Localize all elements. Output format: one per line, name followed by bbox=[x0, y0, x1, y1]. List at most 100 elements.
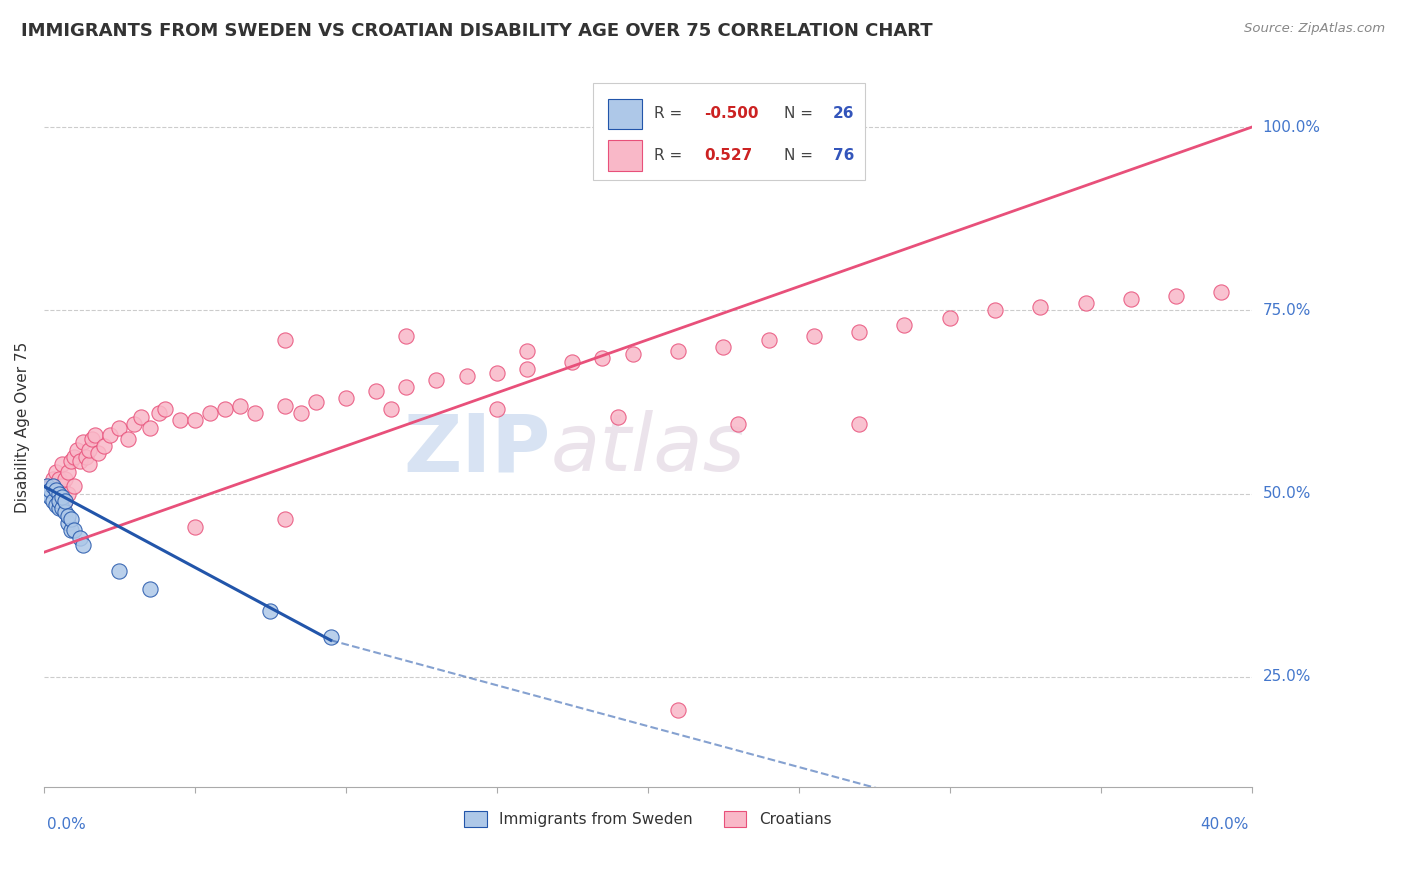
Point bbox=[138, 420, 160, 434]
Point bbox=[39, 483, 62, 497]
Point bbox=[848, 417, 870, 431]
Point bbox=[45, 486, 67, 500]
Point bbox=[148, 406, 170, 420]
Text: 25.0%: 25.0% bbox=[1263, 669, 1310, 684]
Y-axis label: Disability Age Over 75: Disability Age Over 75 bbox=[15, 342, 30, 513]
Text: -0.500: -0.500 bbox=[704, 106, 759, 121]
Point bbox=[758, 333, 780, 347]
Text: R =: R = bbox=[654, 148, 688, 163]
Point bbox=[1074, 296, 1097, 310]
Point bbox=[69, 453, 91, 467]
Point bbox=[60, 524, 83, 538]
Point bbox=[606, 409, 628, 424]
Text: IMMIGRANTS FROM SWEDEN VS CROATIAN DISABILITY AGE OVER 75 CORRELATION CHART: IMMIGRANTS FROM SWEDEN VS CROATIAN DISAB… bbox=[21, 22, 932, 40]
Point bbox=[39, 479, 62, 493]
Point bbox=[893, 318, 915, 332]
Point bbox=[319, 630, 342, 644]
Point bbox=[42, 494, 65, 508]
Point bbox=[45, 483, 67, 497]
Point bbox=[108, 420, 131, 434]
Bar bbox=[607, 99, 641, 128]
Point bbox=[456, 369, 478, 384]
Text: 100.0%: 100.0% bbox=[1263, 120, 1320, 135]
Legend: Immigrants from Sweden, Croatians: Immigrants from Sweden, Croatians bbox=[458, 805, 838, 833]
Text: 50.0%: 50.0% bbox=[1263, 486, 1310, 501]
Point bbox=[42, 479, 65, 493]
Point bbox=[108, 564, 131, 578]
Point bbox=[60, 512, 83, 526]
FancyBboxPatch shape bbox=[593, 83, 865, 180]
Point bbox=[1029, 300, 1052, 314]
Point bbox=[516, 343, 538, 358]
Point bbox=[53, 505, 76, 519]
Point bbox=[425, 373, 447, 387]
Point bbox=[485, 366, 508, 380]
Point bbox=[56, 486, 79, 500]
Point bbox=[51, 458, 73, 472]
Point bbox=[304, 395, 326, 409]
Point bbox=[184, 519, 207, 533]
Point bbox=[129, 409, 152, 424]
Point bbox=[117, 432, 139, 446]
Point bbox=[48, 494, 70, 508]
Point bbox=[63, 450, 86, 464]
Point bbox=[35, 486, 58, 500]
Point bbox=[803, 329, 825, 343]
Point bbox=[98, 428, 121, 442]
Point bbox=[335, 392, 357, 406]
Point bbox=[1119, 293, 1142, 307]
Point bbox=[51, 501, 73, 516]
Text: 0.0%: 0.0% bbox=[46, 817, 86, 832]
Text: 76: 76 bbox=[832, 148, 853, 163]
Point bbox=[87, 446, 110, 460]
Text: ZIP: ZIP bbox=[404, 410, 551, 488]
Point bbox=[93, 439, 115, 453]
Point bbox=[1211, 285, 1233, 299]
Text: atlas: atlas bbox=[551, 410, 745, 488]
Point bbox=[138, 582, 160, 596]
Point bbox=[516, 362, 538, 376]
Point bbox=[184, 413, 207, 427]
Point bbox=[45, 465, 67, 479]
Point bbox=[39, 491, 62, 505]
Point bbox=[48, 501, 70, 516]
Point bbox=[48, 472, 70, 486]
Point bbox=[72, 435, 94, 450]
Point bbox=[364, 384, 387, 398]
Point bbox=[395, 380, 418, 394]
Point bbox=[69, 531, 91, 545]
Point bbox=[245, 406, 267, 420]
Point bbox=[66, 442, 89, 457]
Point bbox=[214, 402, 236, 417]
Bar bbox=[607, 140, 641, 170]
Point bbox=[77, 458, 100, 472]
Point bbox=[380, 402, 402, 417]
Point bbox=[274, 333, 297, 347]
Point bbox=[63, 479, 86, 493]
Text: 75.0%: 75.0% bbox=[1263, 303, 1310, 318]
Point bbox=[84, 428, 107, 442]
Point bbox=[169, 413, 191, 427]
Point bbox=[53, 494, 76, 508]
Point bbox=[51, 479, 73, 493]
Point bbox=[48, 486, 70, 500]
Text: N =: N = bbox=[785, 148, 818, 163]
Point bbox=[711, 340, 734, 354]
Point bbox=[274, 399, 297, 413]
Point bbox=[82, 432, 104, 446]
Point bbox=[666, 703, 689, 717]
Text: 0.527: 0.527 bbox=[704, 148, 752, 163]
Point bbox=[153, 402, 176, 417]
Point bbox=[56, 516, 79, 530]
Point bbox=[124, 417, 146, 431]
Point bbox=[274, 512, 297, 526]
Point bbox=[621, 347, 644, 361]
Point bbox=[60, 453, 83, 467]
Text: 40.0%: 40.0% bbox=[1201, 817, 1249, 832]
Point bbox=[75, 450, 97, 464]
Point bbox=[77, 442, 100, 457]
Point bbox=[561, 355, 583, 369]
Point bbox=[485, 402, 508, 417]
Text: 26: 26 bbox=[832, 106, 853, 121]
Point bbox=[53, 494, 76, 508]
